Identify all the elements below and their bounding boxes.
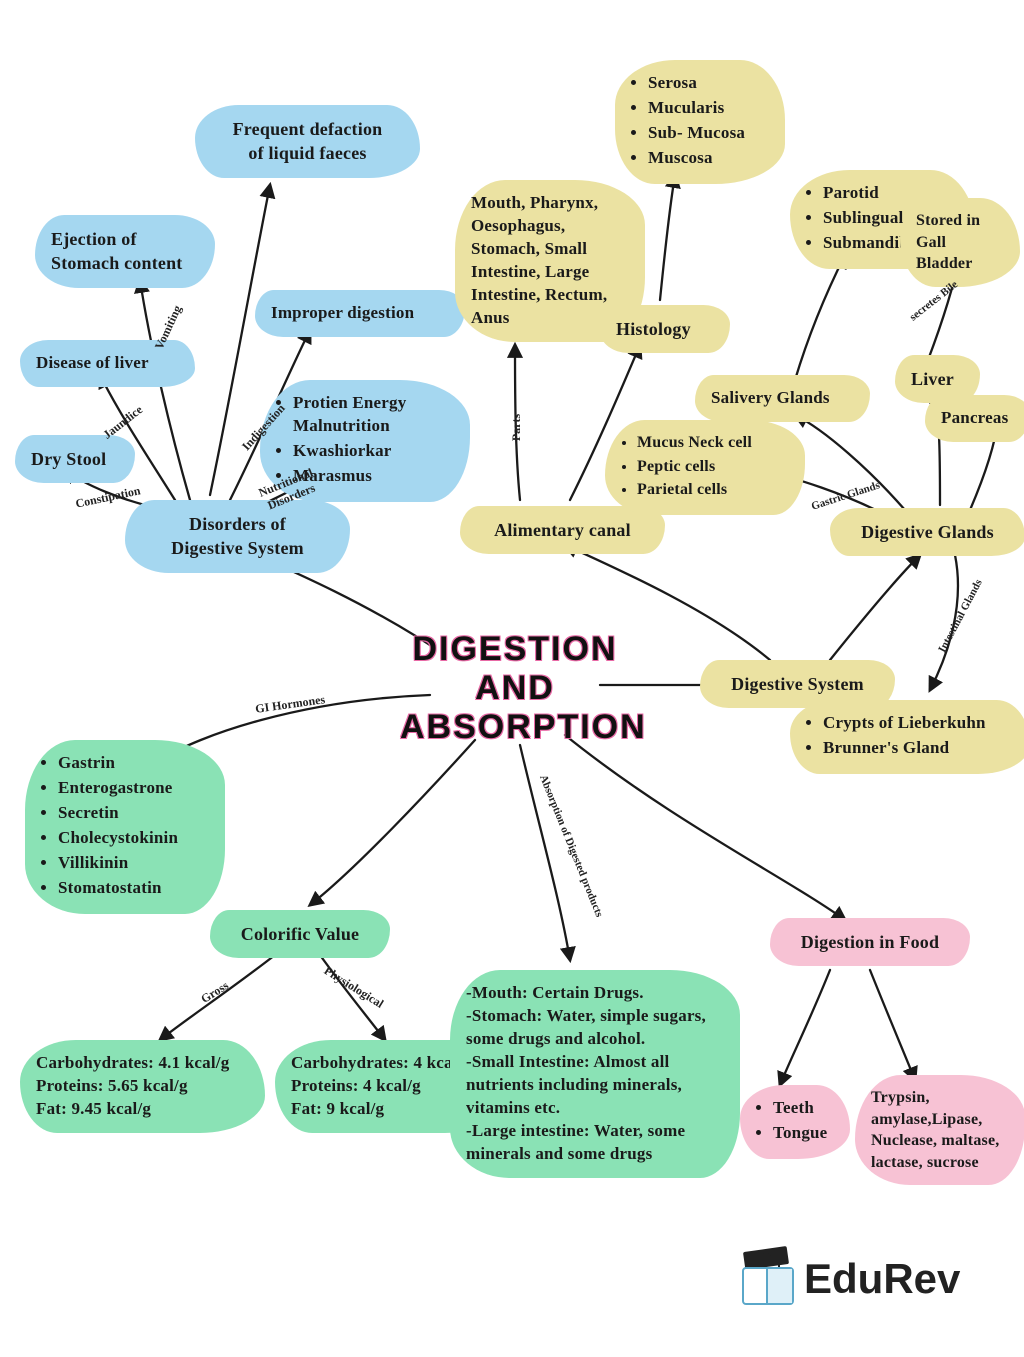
node-gi-hormones: Gastrin Enterogastrone Secretin Cholecys… [25,740,225,914]
list-item: Enterogastrone [58,777,209,800]
list-item: Peptic cells [637,456,789,478]
node-intestinal-bullets: Crypts of Lieberkuhn Brunner's Gland [790,700,1024,774]
list-item: Mucus Neck cell [637,432,789,454]
node-improper: Improper digestion [255,290,465,337]
title-l3: ABSORPTION [400,708,647,746]
list-item: Kwashiorkar [293,440,454,463]
edge-label-physiological: Physiological [321,963,386,1011]
list-item: Brunner's Gland [823,737,1014,760]
brand-logo: EduRev [740,1255,960,1303]
list-item: Sub- Mucosa [648,122,769,145]
node-absorption: -Mouth: Certain Drugs.-Stomach: Water, s… [450,970,740,1178]
list-item: Tongue [773,1122,834,1145]
edge-label-gross: Gross [198,978,231,1007]
edge-label-jaundice: Jaundice [100,402,145,442]
node-enzymes: Trypsin, amylase,Lipase, Nuclease, malta… [855,1075,1024,1185]
node-liver-disease: Disease of liver [20,340,195,387]
edge-label-intestinal-glands: Intestinal Glands [936,577,985,654]
list-item: Gastrin [58,752,209,775]
list-item: Muscosa [648,147,769,170]
node-histology: Histology [600,305,730,353]
node-teeth-tongue: Teeth Tongue [740,1085,850,1159]
node-digestion-food: Digestion in Food [770,918,970,966]
edge-label-absorption: Absorption of Digested products [537,773,605,919]
list-item: Stomatostatin [58,877,209,900]
node-pancreas: Pancreas [925,395,1024,442]
edge-label-gi-hormones: GI Hormones [254,692,326,717]
title-l2: AND [475,669,555,707]
list-item: Serosa [648,72,769,95]
node-colorific: Colorific Value [210,910,390,958]
node-histology-bullets: Serosa Mucularis Sub- Mucosa Muscosa [615,60,785,184]
list-item: Mucularis [648,97,769,120]
node-gall: Stored inGall Bladder [900,198,1020,287]
edge-label-parts: Parts [509,414,524,441]
list-item: Teeth [773,1097,834,1120]
node-gastric-bullets: Mucus Neck cell Peptic cells Parietal ce… [605,420,805,515]
node-alimentary: Alimentary canal [460,506,665,554]
title-l1: DIGESTION [412,630,617,668]
node-ejection: Ejection ofStomach content [35,215,215,288]
node-salivary: Salivery Glands [695,375,870,422]
node-digestive-glands: Digestive Glands [830,508,1024,556]
node-dry-stool: Dry Stool [15,435,135,483]
node-gross: Carbohydrates: 4.1 kcal/gProteins: 5.65 … [20,1040,265,1133]
center-title: DIGESTION AND ABSORPTION [400,630,630,747]
brand-name: EduRev [804,1255,960,1303]
list-item: Protien Energy Malnutrition [293,392,454,438]
list-item: Cholecystokinin [58,827,209,850]
list-item: Secretin [58,802,209,825]
edge-label-constipation: Constipation [74,483,142,511]
node-disorders: Disorders ofDigestive System [125,500,350,573]
list-item: Crypts of Lieberkuhn [823,712,1014,735]
node-defaction: Frequent defactionof liquid faeces [195,105,420,178]
list-item: Parietal cells [637,479,789,501]
list-item: Villikinin [58,852,209,875]
